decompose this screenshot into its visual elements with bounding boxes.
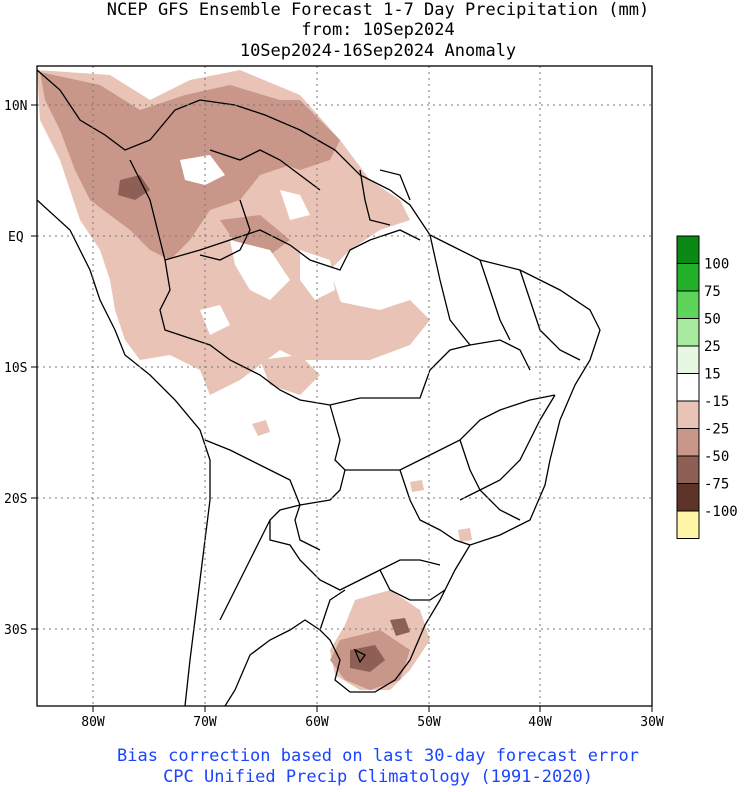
legend-label: 50 — [704, 312, 721, 328]
map-subtitle-date: from: 10Sep2024 — [301, 20, 455, 40]
lon-label-40w: 40W — [528, 715, 552, 730]
interior-border-8 — [379, 169, 411, 201]
legend-swatch — [676, 235, 700, 264]
lat-label-eq: EQ — [8, 230, 24, 245]
anomaly-medium-north — [40, 72, 300, 260]
interior-border-6 — [209, 149, 321, 191]
map-title: NCEP GFS Ensemble Forecast 1-7 Day Preci… — [106, 0, 650, 20]
legend-label: -100 — [704, 504, 738, 520]
boundary-lines — [37, 69, 601, 706]
lon-label-50w: 50W — [417, 715, 441, 730]
legend-swatch — [676, 400, 700, 429]
legend-label: -50 — [704, 449, 729, 465]
map-area — [37, 66, 652, 706]
anomaly-medium-venezuela — [230, 100, 340, 170]
legend-swatch — [676, 428, 700, 457]
lat-label-30s: 30S — [4, 623, 27, 638]
interior-border-9 — [429, 234, 471, 346]
lat-label-10n: 10N — [4, 99, 27, 114]
anomaly-light-spot1 — [252, 420, 270, 436]
lake-outline — [353, 648, 366, 664]
legend-swatch — [676, 373, 700, 402]
legend-swatch — [676, 345, 700, 374]
lat-label-20s: 20S — [4, 492, 27, 507]
legend-label: 100 — [704, 257, 729, 273]
legend-label: -25 — [704, 422, 729, 438]
legend-label: 75 — [704, 284, 721, 300]
anomaly-light-spot2 — [458, 528, 472, 542]
grid-lines — [37, 66, 652, 706]
legend-label: 25 — [704, 339, 721, 355]
interior-border-13 — [459, 439, 521, 521]
interior-border-2 — [159, 259, 531, 406]
anomaly-dark-spot2 — [118, 175, 150, 200]
anomaly-shading — [37, 70, 472, 690]
anomaly-light-spot3 — [410, 480, 424, 492]
interior-border-7 — [359, 169, 391, 226]
legend-label: -75 — [704, 477, 729, 493]
interior-border-10 — [479, 259, 511, 341]
anomaly-white-patch4 — [200, 305, 230, 335]
legend-swatch — [676, 290, 700, 319]
legend-swatch — [676, 263, 700, 292]
color-legend: 100 75 50 25 15 -15 -25 -50 -75 -100 — [676, 235, 738, 539]
anomaly-white-patch3 — [300, 250, 335, 300]
legend-label: 15 — [704, 367, 721, 383]
footer-bias-note: Bias correction based on last 30-day for… — [117, 746, 639, 766]
interior-border-12 — [459, 394, 556, 501]
anomaly-light-central — [260, 355, 320, 395]
lon-label-80w: 80W — [81, 715, 105, 730]
interior-border-18 — [204, 439, 301, 506]
anomaly-dark-spot3 — [390, 618, 410, 636]
anomaly-white-patch2 — [230, 240, 290, 300]
interior-border-14 — [399, 469, 471, 546]
interior-border-5 — [199, 199, 251, 261]
footer-climatology-note: CPC Unified Precip Climatology (1991-202… — [163, 767, 593, 787]
interior-border-17 — [294, 504, 321, 551]
legend-label: -15 — [704, 394, 729, 410]
lon-label-70w: 70W — [193, 715, 217, 730]
anomaly-white-patch5 — [280, 190, 310, 220]
anomaly-light-east — [330, 300, 430, 360]
interior-border-4 — [269, 469, 441, 591]
interior-border-11 — [519, 269, 581, 361]
interior-border-15 — [379, 569, 446, 601]
legend-swatch — [676, 510, 700, 539]
anomaly-white-patch1 — [180, 155, 225, 185]
lat-label-10s: 10S — [4, 361, 27, 376]
legend-swatch — [676, 455, 700, 484]
legend-swatch — [676, 318, 700, 347]
axis-ticks — [31, 104, 653, 712]
interior-border-19 — [319, 589, 346, 631]
interior-border-16 — [219, 519, 271, 621]
map-frame — [36, 65, 653, 707]
map-subtitle-period: 10Sep2024-16Sep2024 Anomaly — [239, 41, 517, 61]
lon-label-30w: 30W — [640, 715, 664, 730]
continent-outline — [37, 69, 601, 706]
west-coast-outline — [37, 199, 211, 706]
interior-border-1 — [129, 159, 421, 271]
interior-border-3 — [329, 394, 556, 471]
lon-label-60w: 60W — [305, 715, 329, 730]
legend-swatch — [676, 483, 700, 512]
